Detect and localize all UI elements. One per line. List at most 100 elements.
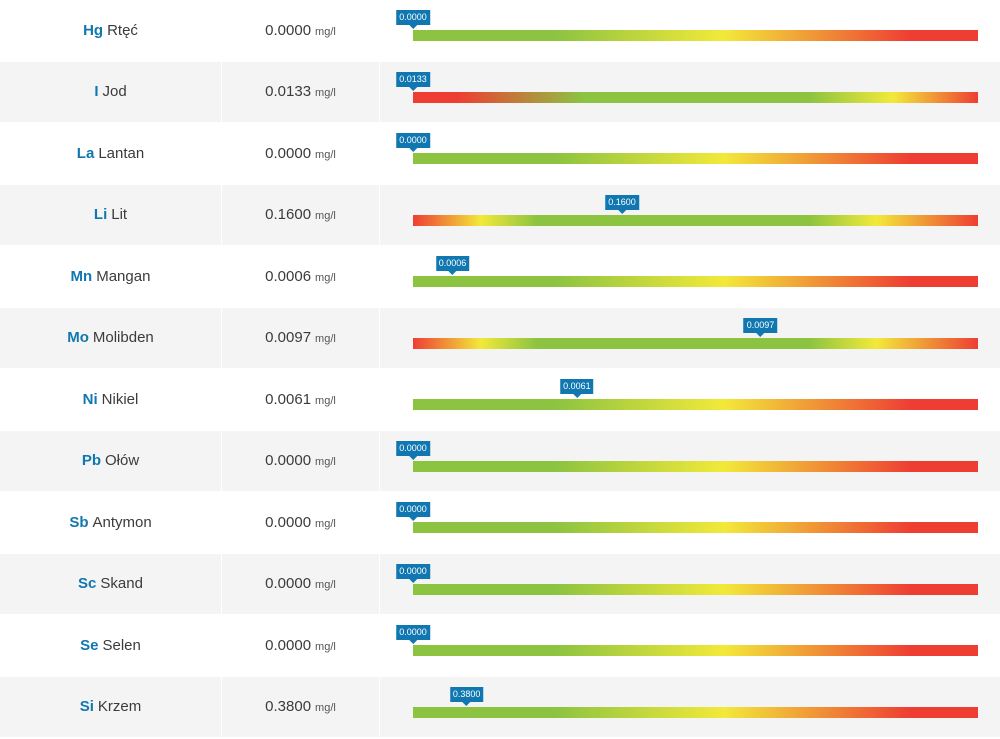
element-name-cell: Pb Ołów <box>0 430 222 491</box>
value-marker: 0.1600 <box>605 194 639 214</box>
unit-label: mg/l <box>315 87 336 100</box>
element-value: 0.0000 <box>265 513 312 531</box>
element-value-cell: 0.0061 mg/l <box>222 369 380 430</box>
element-value-cell: 0.0000 mg/l <box>222 123 380 184</box>
value-marker: 0.0097 <box>743 317 778 337</box>
unit-label: mg/l <box>315 333 336 346</box>
table-row: Sb Antymon 0.0000 mg/l 0.0000 <box>0 492 1000 554</box>
element-symbol: Se <box>80 636 99 654</box>
element-symbol: Mo <box>67 329 89 347</box>
element-value: 0.0133 <box>265 83 312 101</box>
level-bar <box>413 522 978 533</box>
element-value-cell: 0.1600 mg/l <box>222 184 380 245</box>
table-row: Hg Rtęć 0.0000 mg/l 0.0000 <box>0 0 1000 62</box>
element-symbol: I <box>94 83 99 101</box>
unit-label: mg/l <box>315 148 336 161</box>
element-symbol: Ni <box>82 390 98 408</box>
value-marker: 0.0000 <box>396 563 430 583</box>
element-value: 0.0000 <box>265 452 312 470</box>
table-row: Sc Skand 0.0000 mg/l 0.0000 <box>0 553 1000 615</box>
element-name-cell: Mo Molibden <box>0 307 222 368</box>
level-bar <box>413 399 978 410</box>
element-name: Ołów <box>104 452 140 470</box>
element-value-cell: 0.0000 mg/l <box>222 430 380 491</box>
element-value: 0.3800 <box>265 698 312 716</box>
element-value: 0.0000 <box>265 144 312 162</box>
table-row: Pb Ołów 0.0000 mg/l 0.0000 <box>0 430 1000 492</box>
element-name-cell: La Lantan <box>0 123 222 184</box>
level-bar <box>413 645 978 656</box>
table-row: Si Krzem 0.3800 mg/l 0.3800 <box>0 676 1000 738</box>
level-bar <box>413 276 978 287</box>
element-name: Rtęć <box>107 21 138 39</box>
element-symbol: Si <box>79 698 94 716</box>
unit-label: mg/l <box>315 579 336 592</box>
element-symbol: Pb <box>81 452 101 470</box>
element-name: Molibden <box>92 329 154 347</box>
table-row: Mn Mangan 0.0006 mg/l 0.0006 <box>0 246 1000 308</box>
level-bar <box>413 706 978 718</box>
table-row: Ni Nikiel 0.0061 mg/l 0.0061 <box>0 369 1000 431</box>
value-marker: 0.0000 <box>396 625 430 644</box>
element-name: Krzem <box>97 698 142 716</box>
table-row: Li Lit 0.1600 mg/l 0.1600 <box>0 184 1000 246</box>
level-bar <box>413 583 978 595</box>
unit-label: mg/l <box>315 517 336 530</box>
level-bar <box>413 337 978 349</box>
element-value-cell: 0.0006 mg/l <box>222 246 380 307</box>
element-name: Nikiel <box>101 390 139 408</box>
element-name: Antymon <box>92 513 152 531</box>
value-marker: 0.0000 <box>396 440 430 460</box>
level-bar <box>413 214 978 226</box>
element-value: 0.1600 <box>265 206 312 224</box>
element-value: 0.0097 <box>265 329 312 347</box>
element-symbol: La <box>76 144 95 162</box>
element-value-cell: 0.3800 mg/l <box>222 676 380 737</box>
element-name-cell: Mn Mangan <box>0 246 222 307</box>
table-row: I Jod 0.0133 mg/l 0.0133 <box>0 61 1000 123</box>
element-symbol: Hg <box>83 21 104 39</box>
element-name-cell: Se Selen <box>0 615 222 676</box>
element-value-cell: 0.0000 mg/l <box>222 553 380 614</box>
element-symbol: Sc <box>78 575 97 593</box>
element-value-cell: 0.0097 mg/l <box>222 307 380 368</box>
value-marker: 0.3800 <box>449 686 484 706</box>
element-name-cell: Hg Rtęć <box>0 0 222 61</box>
unit-label: mg/l <box>315 25 336 38</box>
element-value: 0.0061 <box>265 390 312 408</box>
element-value-cell: 0.0000 mg/l <box>222 615 380 676</box>
element-name: Selen <box>102 636 141 654</box>
element-value-cell: 0.0000 mg/l <box>222 0 380 61</box>
element-name-cell: Sc Skand <box>0 553 222 614</box>
element-value: 0.0000 <box>265 636 312 654</box>
level-bar <box>413 30 978 41</box>
element-name-cell: Sb Antymon <box>0 492 222 553</box>
element-name: Skand <box>100 575 143 593</box>
level-bar <box>413 91 978 103</box>
element-name-cell: Si Krzem <box>0 676 222 737</box>
element-name: Lantan <box>98 144 145 162</box>
element-name: Lit <box>111 206 128 224</box>
element-symbol: Sb <box>69 513 89 531</box>
element-name: Mangan <box>96 267 151 285</box>
level-bar <box>413 460 978 472</box>
element-symbol: Mn <box>70 267 93 285</box>
element-value: 0.0006 <box>265 267 312 285</box>
level-bar <box>413 153 978 164</box>
element-symbol: Li <box>93 206 108 224</box>
element-name-cell: I Jod <box>0 61 222 122</box>
element-name: Jod <box>102 83 127 101</box>
value-marker: 0.0000 <box>396 10 430 29</box>
value-marker: 0.0061 <box>560 379 594 398</box>
element-value: 0.0000 <box>265 21 312 39</box>
table-row: Se Selen 0.0000 mg/l 0.0000 <box>0 615 1000 677</box>
unit-label: mg/l <box>315 394 336 407</box>
value-marker: 0.0006 <box>435 256 470 275</box>
value-marker: 0.0000 <box>396 502 430 521</box>
unit-label: mg/l <box>315 271 336 284</box>
unit-label: mg/l <box>315 702 336 715</box>
unit-label: mg/l <box>315 456 336 469</box>
element-value: 0.0000 <box>265 575 312 593</box>
value-marker: 0.0000 <box>396 133 430 152</box>
element-name-cell: Ni Nikiel <box>0 369 222 430</box>
